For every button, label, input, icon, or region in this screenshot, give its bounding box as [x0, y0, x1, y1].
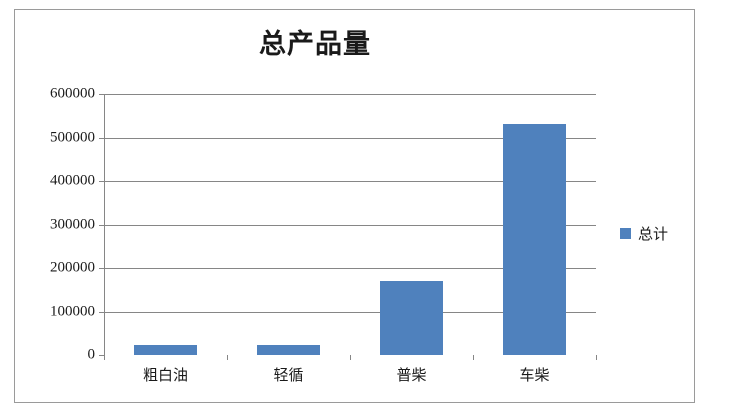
x-axis-category-label: 车柴: [519, 368, 550, 384]
bar[interactable]: [256, 344, 321, 355]
gridline: [104, 224, 596, 226]
y-axis-tick-label: 200000: [50, 259, 95, 276]
chart-title: 总产品量: [259, 29, 371, 59]
y-axis-tick: [99, 268, 104, 269]
bar[interactable]: [502, 124, 567, 355]
y-axis-tick-label: 100000: [50, 303, 95, 319]
x-axis-tick: [104, 355, 105, 360]
gridline: [104, 181, 596, 182]
x-axis-category-label: 粗白油: [142, 368, 188, 384]
x-axis-tick: [350, 355, 351, 360]
gridline: [104, 137, 596, 139]
legend-swatch-icon: [620, 228, 631, 239]
y-axis-tick: [99, 224, 104, 226]
x-axis-tick: [227, 355, 228, 360]
gridline: [104, 311, 596, 313]
chart-legend: 总计: [620, 223, 668, 244]
bar[interactable]: [133, 345, 198, 355]
y-axis-tick: [99, 137, 104, 139]
y-axis-tick-label: 500000: [50, 129, 95, 145]
x-axis-category-label: 轻循: [273, 368, 304, 384]
y-axis-tick: [99, 355, 104, 356]
x-axis-category-label: 普柴: [396, 368, 427, 384]
y-axis-tick-label: 600000: [50, 85, 95, 102]
y-axis-tick-label: 400000: [50, 172, 95, 189]
plot-area: 0 100000 200000 300000 400000 500000 600000 粗白…: [50, 86, 597, 384]
bar[interactable]: [379, 281, 444, 355]
chart-container: 总产品量 0 100000 200000 300000 400000 500000 6000…: [14, 9, 695, 403]
x-axis-tick: [473, 355, 474, 360]
x-axis-tick: [596, 355, 597, 360]
y-axis-tick: [99, 311, 104, 313]
y-axis-tick-label: 300000: [50, 216, 95, 232]
gridline: [104, 94, 596, 95]
gridline: [104, 268, 596, 269]
y-axis-tick: [99, 94, 104, 95]
legend-item-label: 总计: [638, 227, 669, 243]
y-axis-tick: [99, 181, 104, 182]
y-axis-tick-label: 0: [87, 346, 96, 363]
